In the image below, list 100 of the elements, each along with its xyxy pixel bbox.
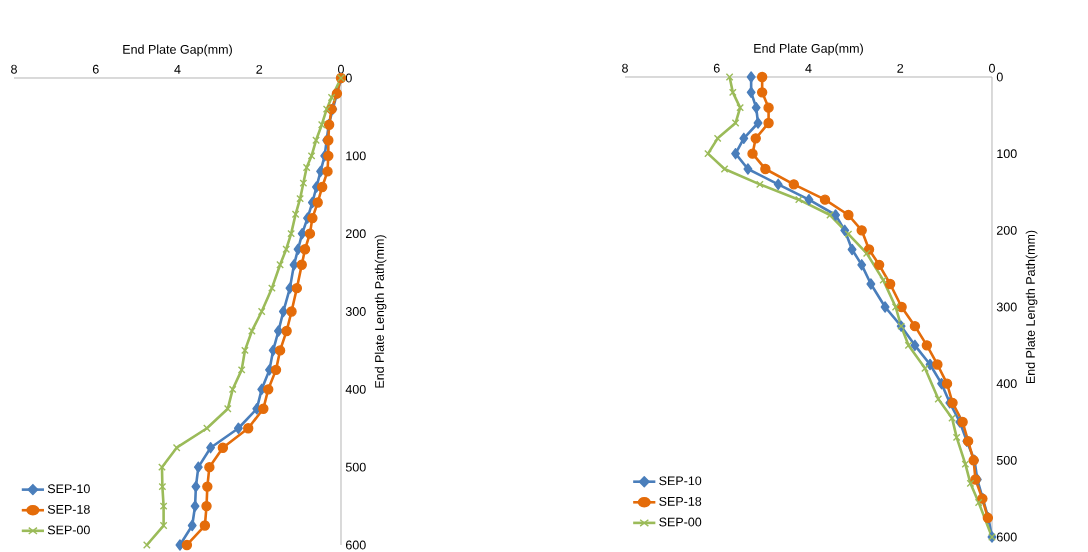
point [323,150,334,162]
point [158,463,166,472]
point [728,88,737,97]
point [826,211,834,219]
point [248,327,256,335]
point [763,102,774,113]
point [862,249,871,258]
x-tick-label: 2 [256,64,263,74]
point [193,461,203,473]
point [243,423,254,434]
point [760,163,771,175]
point [880,301,890,313]
point [276,260,284,269]
y-tick-label: 300 [345,307,366,316]
point [819,194,831,205]
point [948,414,956,423]
y-tick-label: 600 [996,532,1017,542]
point [952,433,961,442]
point [753,117,763,129]
point [961,460,970,469]
x-tick-label: 8 [11,64,17,74]
point [237,365,246,374]
point [181,539,193,551]
point [304,228,316,239]
point [159,502,168,510]
x-tick-label: 0 [988,63,995,73]
x-tick-label: 4 [805,64,812,73]
point [763,117,774,129]
x-tick-label: 6 [713,63,720,73]
point [736,103,745,112]
point [794,195,803,204]
point [857,259,867,271]
point [746,86,756,99]
point [921,364,929,373]
point [263,384,274,395]
point [257,307,266,316]
point [934,395,943,403]
x-tick-label: 4 [174,65,181,74]
y-tick-label: 300 [996,302,1017,312]
x-tick-label: 6 [92,64,99,74]
point [856,225,867,236]
y-tick-label: 500 [996,455,1017,465]
point [190,500,200,512]
point [966,479,975,488]
point [307,212,318,224]
legend-label: SEP-00 [47,525,90,535]
y-axis-title: End Plate Length Path(mm) [1025,230,1038,384]
point [307,151,316,160]
y-tick-label: 0 [996,72,1003,82]
x-tick-label: 8 [622,63,628,73]
point [204,461,215,473]
y-tick-label: 400 [996,379,1017,389]
point [831,209,841,221]
point [773,178,783,191]
point [932,359,943,370]
y-tick-label: 200 [996,225,1017,235]
x-tick-label: 2 [897,63,904,73]
point [296,259,307,270]
point [750,133,761,144]
point [317,120,326,129]
point [843,209,854,221]
point [746,71,756,83]
point [322,105,331,114]
point [302,163,311,172]
x-axis-title: End Plate Gap(mm) [123,44,232,57]
point [142,541,151,549]
point [159,521,168,530]
point [316,181,328,193]
point [187,519,197,532]
point [203,424,211,433]
point [866,278,876,290]
point [751,101,761,114]
y-tick-label: 400 [345,384,366,394]
point [172,443,181,452]
y-tick-label: 100 [346,151,366,161]
point [233,422,243,434]
point [891,303,900,311]
y-tick-label: 200 [345,229,366,239]
point [191,480,201,493]
point [879,276,888,285]
point [274,325,283,337]
point [268,284,276,293]
point [199,520,211,531]
point [297,227,307,240]
point [299,244,311,255]
point [202,481,213,492]
point [287,229,296,238]
y-axis-title: End Plate Length Path(mm) [374,235,387,388]
x-axis-title: End Plate Gap(mm) [754,43,863,56]
point [201,500,212,512]
point [327,93,336,102]
point [241,346,249,355]
y-tick-label: 600 [345,540,366,550]
point [312,136,320,145]
point [974,498,983,507]
point [291,282,303,294]
point [217,442,229,453]
point [299,179,308,187]
point [904,341,913,350]
point [755,180,764,189]
